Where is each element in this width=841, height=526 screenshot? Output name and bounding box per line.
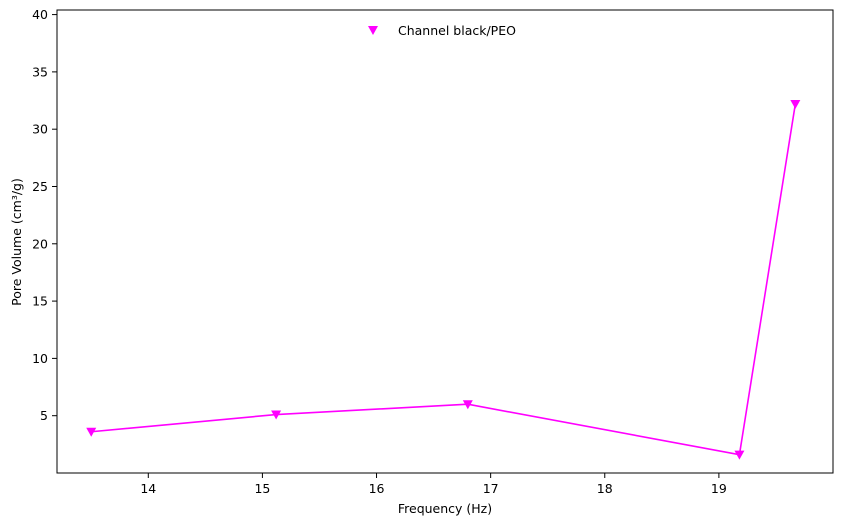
x-axis-title: Frequency (Hz) — [398, 501, 492, 516]
y-axis-ticks: 5 10 15 20 25 30 35 40 — [32, 7, 57, 423]
y-tick-label: 15 — [32, 294, 48, 309]
y-tick-label: 5 — [40, 408, 48, 423]
x-tick-label: 14 — [140, 481, 156, 496]
y-axis-title: Pore Volume (cm³/g) — [9, 178, 24, 306]
data-point — [734, 450, 745, 460]
y-tick-label: 25 — [32, 179, 48, 194]
x-tick-label: 17 — [483, 481, 499, 496]
data-point — [462, 400, 473, 410]
series-layer — [86, 99, 801, 460]
y-tick-label: 30 — [32, 122, 48, 137]
legend-marker-triangle-down-icon — [368, 26, 378, 35]
data-point — [86, 427, 97, 437]
y-tick-label: 20 — [32, 236, 48, 251]
y-tick-label: 35 — [32, 64, 48, 79]
plot-area — [56, 9, 834, 474]
data-point — [271, 410, 282, 420]
legend-label: Channel black/PEO — [398, 23, 516, 38]
x-tick-label: 18 — [597, 481, 613, 496]
x-tick-label: 16 — [369, 481, 385, 496]
x-tick-label: 15 — [254, 481, 270, 496]
y-tick-label: 40 — [32, 7, 48, 22]
data-point — [790, 99, 801, 109]
x-axis-ticks: 14 15 16 17 18 19 — [140, 473, 727, 496]
legend: Channel black/PEO — [368, 23, 516, 38]
x-tick-label: 19 — [711, 481, 727, 496]
y-tick-label: 10 — [32, 351, 48, 366]
